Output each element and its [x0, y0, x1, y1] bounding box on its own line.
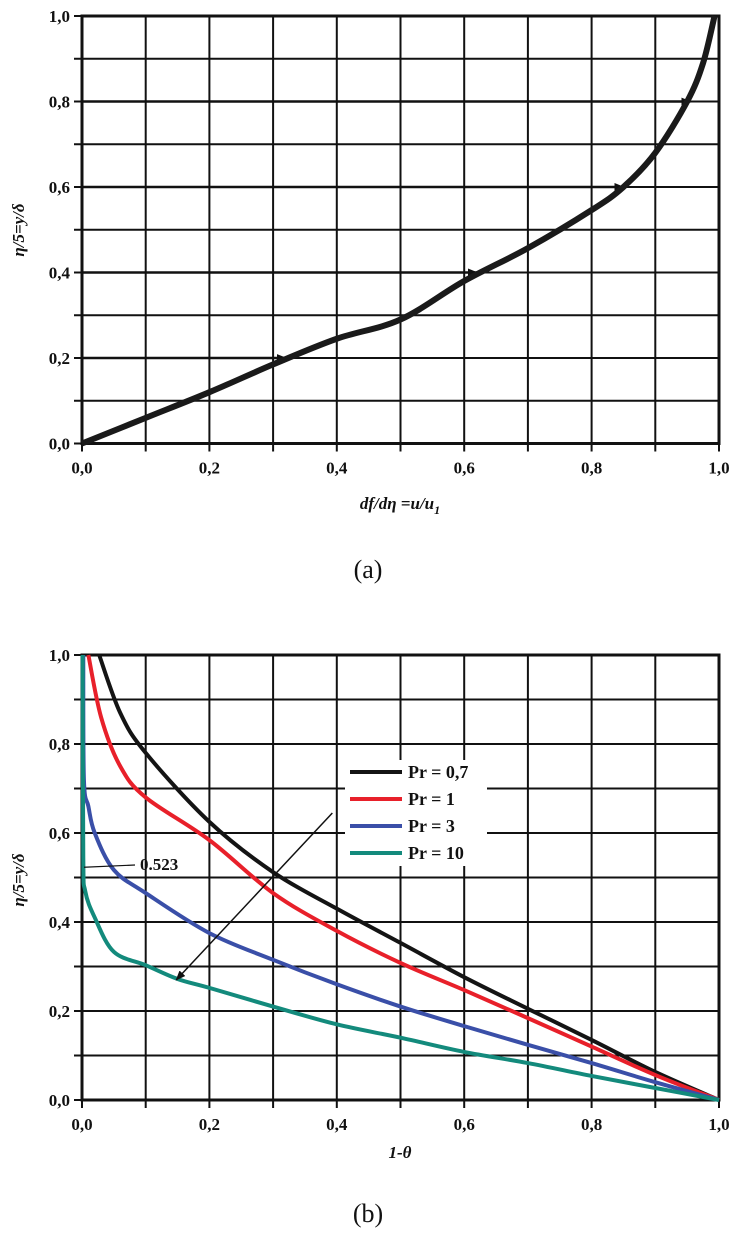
chart-a-y-tick-label: 1,0: [49, 7, 70, 26]
chart-a-plot-frame: [80, 14, 721, 445]
chart-b-y-tick-label: 0,4: [49, 913, 71, 932]
chart-a-y-tick-label: 0,0: [49, 435, 70, 454]
chart-b-x-tick-label: 1,0: [708, 1115, 729, 1134]
chart-b-caption: (b): [353, 1199, 383, 1228]
chart-b-y-tick-label: 0,0: [49, 1091, 70, 1110]
chart-b-legend-label-0: Pr = 0,7: [408, 762, 468, 782]
chart-a-caption: (a): [354, 555, 383, 584]
chart-a-series-line-0: [80, 15, 718, 447]
chart-b-x-tick-label: 0,4: [326, 1115, 348, 1134]
chart-b-annotation-label: 0.523: [140, 855, 178, 874]
chart-b-y-tick-label: 0,6: [49, 824, 70, 843]
chart-a-y-axis-label: η/5=y/δ: [9, 203, 28, 257]
chart-b-y-tick-label: 0,8: [49, 735, 70, 754]
chart-b-series-line-1: [86, 654, 720, 1102]
chart-b-x-tick-label: 0,2: [199, 1115, 220, 1134]
chart-b-x-tick-label: 0,6: [454, 1115, 475, 1134]
chart-a-y-tick-label: 0,6: [49, 178, 70, 197]
chart-a: 0,0 0,2 0,4 0,6 0,8 1,0 0,0 0,2 0,4 0,6 0,8 1,0: [49, 7, 730, 478]
chart-b: 0,0 0,2 0,4 0,6 0,8 1,0 0,0 0,2 0,4 0,6 0,8 1,0 Pr =…: [49, 646, 730, 1134]
chart-b-annotation-leader: [83, 864, 136, 868]
chart-a-y-tick-label: 0,8: [49, 93, 70, 112]
chart-a-x-axis-label: df/dη =u/u1: [360, 494, 440, 517]
chart-a-x-tick-label: 0,8: [581, 459, 602, 478]
chart-a-x-tick-label: 1,0: [708, 459, 729, 478]
chart-a-x-axis-label-main: df/dη =u/u: [360, 494, 434, 513]
chart-b-legend-label-3: Pr = 10: [408, 843, 464, 863]
chart-b-y-tick-label: 0,2: [49, 1002, 70, 1021]
chart-b-y-axis-label: η/5=y/δ: [9, 853, 28, 907]
chart-a-x-tick-label: 0,4: [326, 459, 348, 478]
chart-a-y-tick-label: 0,2: [49, 349, 70, 368]
chart-b-x-tick-label: 0,8: [581, 1115, 602, 1134]
chart-b-y-tick-label: 1,0: [49, 646, 70, 665]
chart-b-legend-background: [345, 760, 487, 866]
chart-a-x-axis-label-subscript: 1: [434, 503, 440, 517]
chart-b-legend-label-2: Pr = 3: [408, 816, 455, 836]
chart-b-x-tick-label: 0,0: [71, 1115, 92, 1134]
chart-a-x-tick-label: 0,6: [454, 459, 475, 478]
chart-b-series-line-3: [80, 654, 720, 1102]
chart-b-increasing-pr-arrow: [175, 812, 333, 981]
chart-a-y-tick-label: 0,4: [49, 264, 71, 283]
chart-b-legend-label-1: Pr = 1: [408, 789, 455, 809]
chart-b-x-axis-label: 1-θ: [389, 1143, 412, 1162]
chart-a-x-tick-label: 0,0: [71, 459, 92, 478]
chart-a-x-tick-label: 0,2: [199, 459, 220, 478]
chart-b-series-line-2: [81, 654, 720, 1102]
chart-b-series-line-0: [97, 654, 720, 1102]
